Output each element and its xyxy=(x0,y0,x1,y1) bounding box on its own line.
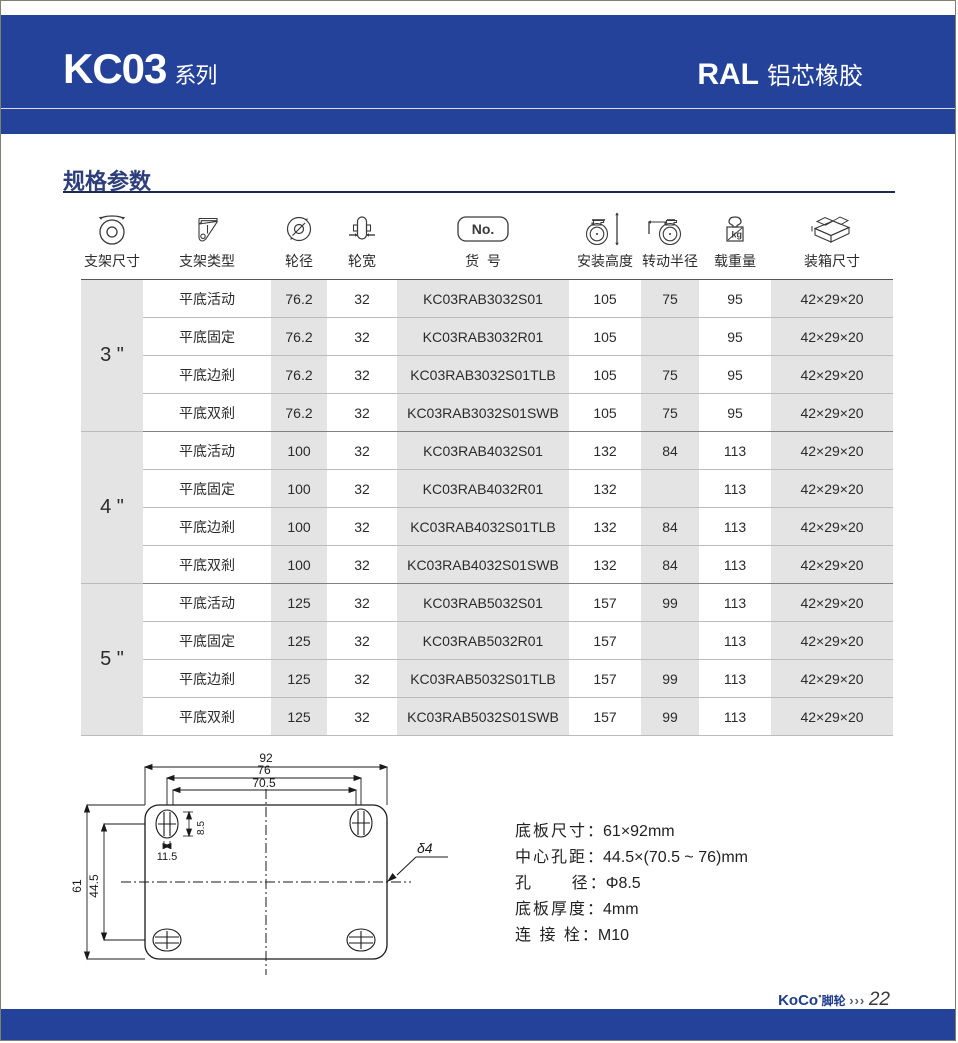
svg-text:44.5: 44.5 xyxy=(87,874,101,898)
svg-text:δ4: δ4 xyxy=(417,840,433,856)
svg-text:11.5: 11.5 xyxy=(157,851,178,863)
svg-text:61: 61 xyxy=(70,879,84,893)
svg-text:No.: No. xyxy=(472,221,495,237)
svg-text:76: 76 xyxy=(257,763,271,777)
svg-text:kg: kg xyxy=(732,230,743,240)
svg-text:8.5: 8.5 xyxy=(196,821,207,835)
svg-text:70.5: 70.5 xyxy=(252,776,276,790)
